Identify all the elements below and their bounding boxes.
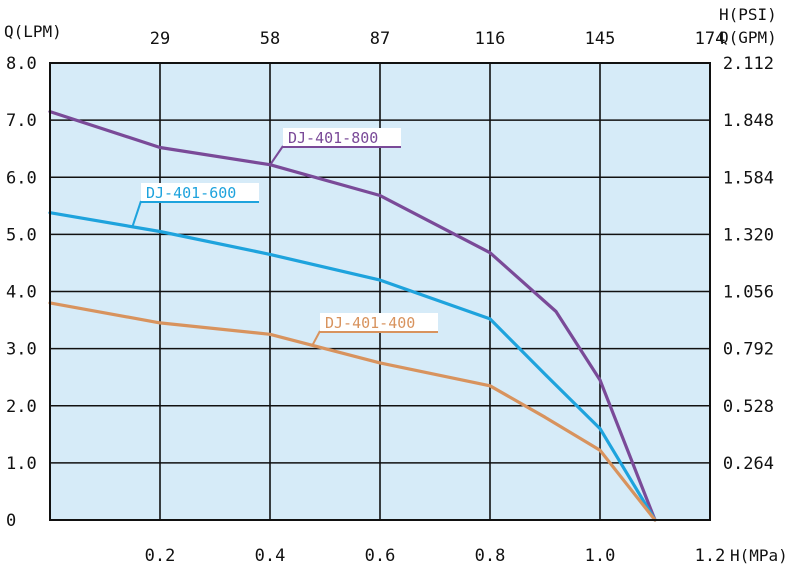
series-label-text: DJ-401-400: [325, 314, 415, 332]
right-tick-label: 0.264: [723, 454, 774, 474]
series-label-dj-401-600: DJ-401-600: [131, 183, 259, 229]
top-tick-label: 116: [475, 29, 506, 49]
right-tick-label: 1.584: [723, 168, 774, 188]
y-tick-label: 0: [6, 511, 16, 531]
series-labels: DJ-401-800 DJ-401-600 DJ-401-400: [131, 128, 438, 347]
y-tick-label: 4.0: [6, 283, 37, 303]
y-tick-label: 3.0: [6, 340, 37, 360]
right-tick-label: 1.848: [723, 111, 774, 131]
y-tick-label: 6.0: [6, 168, 37, 188]
right-axis-title: Q(GPM): [719, 28, 777, 47]
x-axis-title: H(MPa): [730, 546, 788, 565]
x-tick-label: 1.0: [585, 546, 616, 566]
top-tick-label: 58: [260, 29, 280, 49]
x-tick-label: 0.2: [145, 546, 176, 566]
x-tick-label: 0.4: [255, 546, 286, 566]
x-tick-label: 0.6: [365, 546, 396, 566]
series-label-leader: [131, 200, 142, 229]
top-tick-label: 145: [585, 29, 616, 49]
series-label-leader: [311, 330, 321, 347]
top-tick-label: 29: [150, 29, 170, 49]
series-label-background: [283, 128, 401, 148]
y-tick-label: 2.0: [6, 397, 37, 417]
top-axis-title: H(PSI): [719, 5, 777, 24]
y-tick-label: 1.0: [6, 454, 37, 474]
top-tick-label: 87: [370, 29, 390, 49]
x-tick-label: 1.2: [695, 546, 726, 566]
series-label-dj-401-800: DJ-401-800: [269, 128, 401, 166]
right-tick-label: 2.112: [723, 54, 774, 74]
right-tick-label: 1.056: [723, 283, 774, 303]
series-label-text: DJ-401-800: [288, 129, 378, 147]
series-lines: [48, 109, 657, 522]
series-label-background: [141, 183, 259, 203]
series-line-dj-401-800: [48, 109, 657, 522]
right-tick-label: 1.320: [723, 225, 774, 245]
right-tick-label: 0.792: [723, 340, 774, 360]
y-tick-label: 5.0: [6, 225, 37, 245]
y-tick-label: 8.0: [6, 54, 37, 74]
tick-labels: 0.2 0.4 0.6 0.8 1.0 1.2 29 58 87 116 145 174 0 1.0 2.0…: [6, 29, 774, 566]
series-label-dj-401-400: DJ-401-400: [311, 313, 438, 347]
y-axis-title: Q(LPM): [4, 22, 62, 41]
series-line-dj-401-600: [48, 211, 657, 522]
x-tick-label: 0.8: [475, 546, 506, 566]
series-label-leader: [269, 145, 284, 166]
top-tick-label: 174: [695, 29, 726, 49]
y-tick-label: 7.0: [6, 111, 37, 131]
series-label-background: [320, 313, 438, 333]
series-label-text: DJ-401-600: [146, 184, 236, 202]
series-line-dj-401-400: [48, 301, 657, 522]
right-tick-label: 0.528: [723, 397, 774, 417]
plot-frame: [49, 62, 711, 521]
